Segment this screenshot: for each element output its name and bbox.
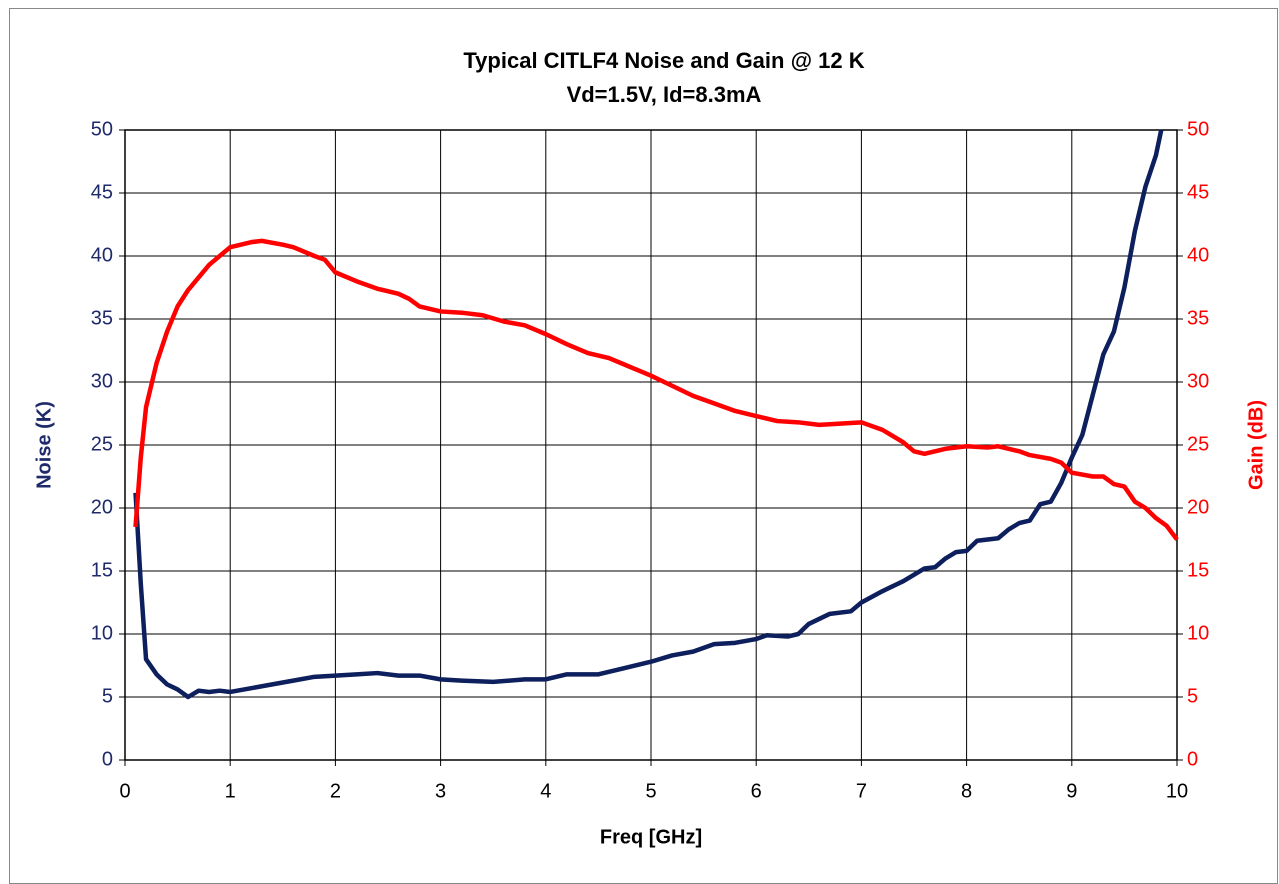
y-tick-label: 25 — [91, 433, 113, 455]
chart-title: Typical CITLF4 Noise and Gain @ 12 K — [463, 48, 864, 73]
y2-tick-label: 30 — [1187, 370, 1209, 392]
x-tick-label: 6 — [751, 780, 762, 802]
x-tick-label: 10 — [1166, 780, 1188, 802]
y-tick-label: 5 — [102, 685, 113, 707]
x-tick-label: 0 — [119, 780, 130, 802]
x-axis-label: Freq [GHz] — [600, 826, 702, 848]
series-line — [133, 129, 1164, 700]
y-tick-label: 50 — [91, 118, 113, 140]
y2-tick-label: 40 — [1187, 244, 1209, 266]
x-tick-label: 3 — [435, 780, 446, 802]
chart-subtitle: Vd=1.5V, Id=8.3mA — [567, 82, 762, 107]
y-axis-label: Noise (K) — [33, 401, 55, 489]
y2-tick-label: 45 — [1187, 181, 1209, 203]
y2-tick-label: 15 — [1187, 559, 1209, 581]
x-tick-label: 1 — [225, 780, 236, 802]
x-tick-label: 4 — [540, 780, 551, 802]
x-tick-label: 8 — [961, 780, 972, 802]
series-line — [133, 238, 1179, 541]
chart-frame — [9, 8, 1278, 884]
y2-tick-label: 0 — [1187, 748, 1198, 770]
y2-tick-label: 5 — [1187, 685, 1198, 707]
plot-area — [124, 129, 1178, 761]
x-tick-label: 2 — [330, 780, 341, 802]
y-tick-label: 0 — [102, 748, 113, 770]
y2-tick-label: 50 — [1187, 118, 1209, 140]
y-tick-label: 10 — [91, 622, 113, 644]
y-tick-label: 35 — [91, 307, 113, 329]
y-tick-label: 20 — [91, 496, 113, 518]
y-tick-label: 30 — [91, 370, 113, 392]
y2-tick-label: 35 — [1187, 307, 1209, 329]
y-tick-label: 45 — [91, 181, 113, 203]
x-tick-label: 7 — [856, 780, 867, 802]
y2-tick-label: 20 — [1187, 496, 1209, 518]
y2-axis-label: Gain (dB) — [1245, 400, 1267, 490]
y2-tick-label: 25 — [1187, 433, 1209, 455]
y2-tick-label: 10 — [1187, 622, 1209, 644]
y-tick-label: 15 — [91, 559, 113, 581]
y-tick-label: 40 — [91, 244, 113, 266]
x-tick-label: 5 — [645, 780, 656, 802]
x-tick-label: 9 — [1066, 780, 1077, 802]
